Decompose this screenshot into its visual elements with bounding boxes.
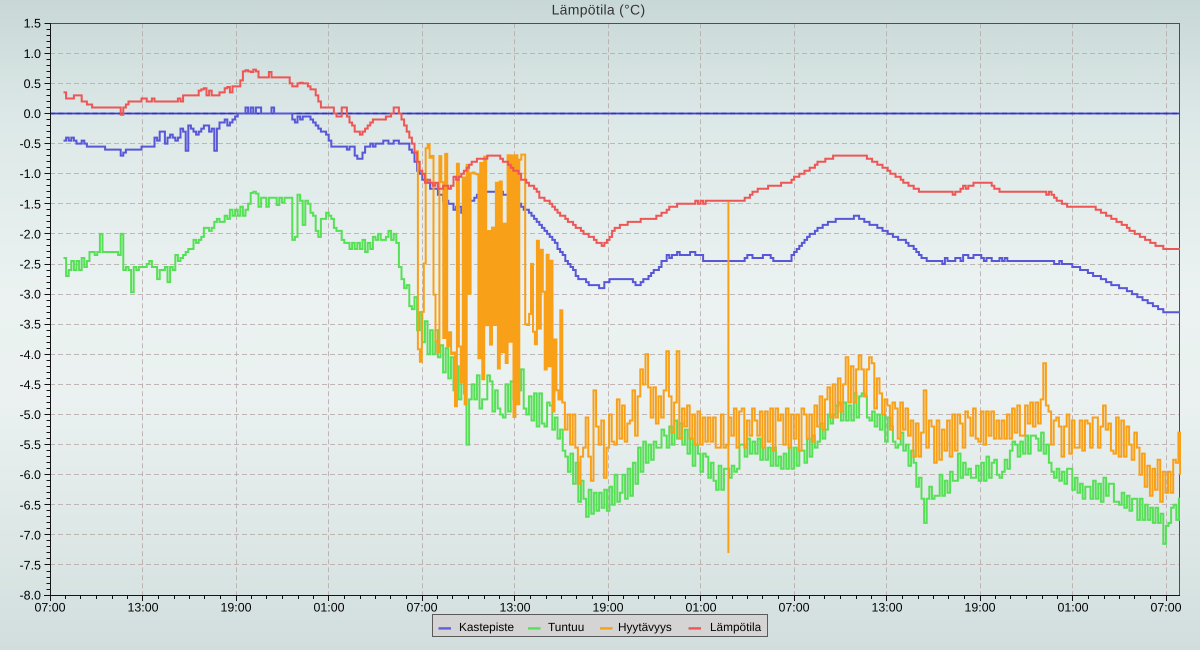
svg-text:13:00: 13:00 xyxy=(499,601,530,615)
svg-text:-5.0: -5.0 xyxy=(19,408,41,422)
svg-text:Tuntuu: Tuntuu xyxy=(548,620,584,634)
svg-text:19:00: 19:00 xyxy=(220,601,251,615)
svg-text:-2.5: -2.5 xyxy=(19,258,41,272)
svg-text:Kastepiste: Kastepiste xyxy=(459,620,515,634)
svg-text:1.0: 1.0 xyxy=(24,47,41,61)
svg-text:-4.0: -4.0 xyxy=(19,348,41,362)
svg-text:-8.0: -8.0 xyxy=(19,589,41,603)
svg-text:-4.5: -4.5 xyxy=(19,378,41,392)
svg-text:Lämpötila (°C): Lämpötila (°C) xyxy=(552,2,646,18)
svg-text:-7.0: -7.0 xyxy=(19,528,41,542)
svg-text:-3.5: -3.5 xyxy=(19,318,41,332)
svg-text:0.0: 0.0 xyxy=(24,107,41,121)
svg-text:01:00: 01:00 xyxy=(685,601,716,615)
svg-text:-1.0: -1.0 xyxy=(19,167,41,181)
svg-text:13:00: 13:00 xyxy=(871,601,902,615)
svg-text:01:00: 01:00 xyxy=(313,601,344,615)
svg-text:Hyytävyys: Hyytävyys xyxy=(618,620,672,634)
svg-text:19:00: 19:00 xyxy=(592,601,623,615)
svg-text:0.5: 0.5 xyxy=(24,77,41,91)
svg-text:07:00: 07:00 xyxy=(778,601,809,615)
svg-text:-7.5: -7.5 xyxy=(19,559,41,573)
svg-text:07:00: 07:00 xyxy=(34,601,65,615)
svg-text:-6.0: -6.0 xyxy=(19,468,41,482)
svg-text:-0.5: -0.5 xyxy=(19,137,41,151)
svg-text:-1.5: -1.5 xyxy=(19,197,41,211)
svg-text:-3.0: -3.0 xyxy=(19,288,41,302)
svg-text:13:00: 13:00 xyxy=(127,601,158,615)
svg-text:-2.0: -2.0 xyxy=(19,227,41,241)
svg-text:1.5: 1.5 xyxy=(24,17,41,31)
svg-text:Lämpötila: Lämpötila xyxy=(710,620,762,634)
svg-text:19:00: 19:00 xyxy=(964,601,995,615)
svg-text:07:00: 07:00 xyxy=(1150,601,1181,615)
svg-text:01:00: 01:00 xyxy=(1057,601,1088,615)
svg-text:07:00: 07:00 xyxy=(406,601,437,615)
svg-text:-6.5: -6.5 xyxy=(19,498,41,512)
svg-text:-5.5: -5.5 xyxy=(19,438,41,452)
